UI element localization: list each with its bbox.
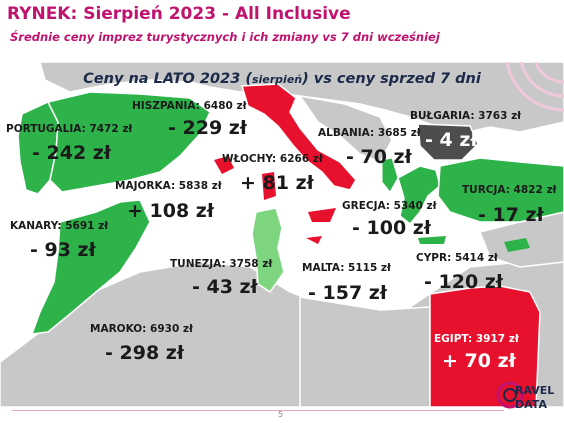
page-title: RYNEK: Sierpień 2023 - All Inclusive (7, 4, 351, 24)
map-shapes (0, 62, 564, 407)
change-egipt: + 70 zł (442, 350, 516, 372)
change-majorka: + 108 zł (127, 200, 214, 222)
shape-hiszpania (46, 91, 211, 193)
label-kanary: KANARY: 5691 zł (10, 220, 109, 232)
change-cypr: - 120 zł (424, 271, 503, 293)
label-egipt: EGIPT: 3917 zł (434, 333, 519, 345)
label-grecja: GRECJA: 5340 zł (342, 200, 437, 212)
label-majorka: MAJORKA: 5838 zł (115, 180, 222, 192)
label-hiszpania: HISZPANIA: 6480 zł (132, 100, 247, 112)
change-maroko: - 298 zł (105, 342, 184, 364)
travel-data-logo (496, 381, 524, 409)
label-tunezja: TUNEZJA: 3758 zł (170, 258, 273, 270)
change-malta: - 157 zł (308, 282, 387, 304)
land-europe-north (39, 62, 564, 135)
footer-divider (12, 410, 504, 411)
shape-wlochy-sicily (308, 208, 336, 222)
shape-albania (381, 157, 399, 193)
change-portugalia: - 242 zł (32, 142, 111, 164)
logo-text-line2: DATA (515, 398, 547, 411)
land-libya (299, 296, 431, 407)
change-bulgaria: - 4 zł (425, 129, 478, 151)
shape-grecja-crete (418, 236, 446, 244)
change-wlochy: + 81 zł (240, 172, 314, 194)
shape-wlochy (241, 83, 357, 191)
label-albania: ALBANIA: 3685 zł (318, 127, 421, 139)
label-maroko: MAROKO: 6930 zł (90, 323, 193, 335)
shape-malta (306, 236, 322, 244)
change-hiszpania: - 229 zł (168, 117, 247, 139)
change-grecja: - 100 zł (352, 217, 431, 239)
label-portugalia: PORTUGALIA: 7472 zł (6, 123, 133, 135)
label-turcja: TURCJA: 4822 zł (462, 184, 557, 196)
shape-grecja (397, 165, 441, 226)
page-subtitle: Średnie ceny imprez turystycznych i ich … (10, 30, 440, 44)
shape-bulgaria (417, 123, 479, 161)
shape-cypr (504, 238, 530, 252)
shape-tunezja (251, 207, 285, 294)
label-malta: MALTA: 5115 zł (302, 262, 391, 274)
change-tunezja: - 43 zł (192, 276, 258, 298)
shape-majorka (214, 156, 234, 174)
change-albania: - 70 zł (346, 146, 412, 168)
map-title: Ceny na LATO 2023 (sierpień) vs ceny spr… (83, 71, 481, 87)
shape-turcja (437, 157, 564, 223)
label-bulgaria: BUŁGARIA: 3763 zł (410, 110, 522, 122)
shape-egipt (429, 285, 541, 407)
page-number: 5 (278, 410, 284, 419)
land-balkans (298, 94, 393, 163)
label-wlochy: WŁOCHY: 6266 zł (222, 153, 323, 165)
shape-wlochy-sardinia (262, 172, 276, 200)
logo-text-line1: RAVEL (515, 384, 555, 397)
mediterranean-map (0, 62, 564, 407)
shape-maroko (30, 199, 151, 335)
label-cypr: CYPR: 5414 zł (416, 252, 498, 264)
change-turcja: - 17 zł (478, 204, 544, 226)
change-kanary: - 93 zł (30, 239, 96, 261)
